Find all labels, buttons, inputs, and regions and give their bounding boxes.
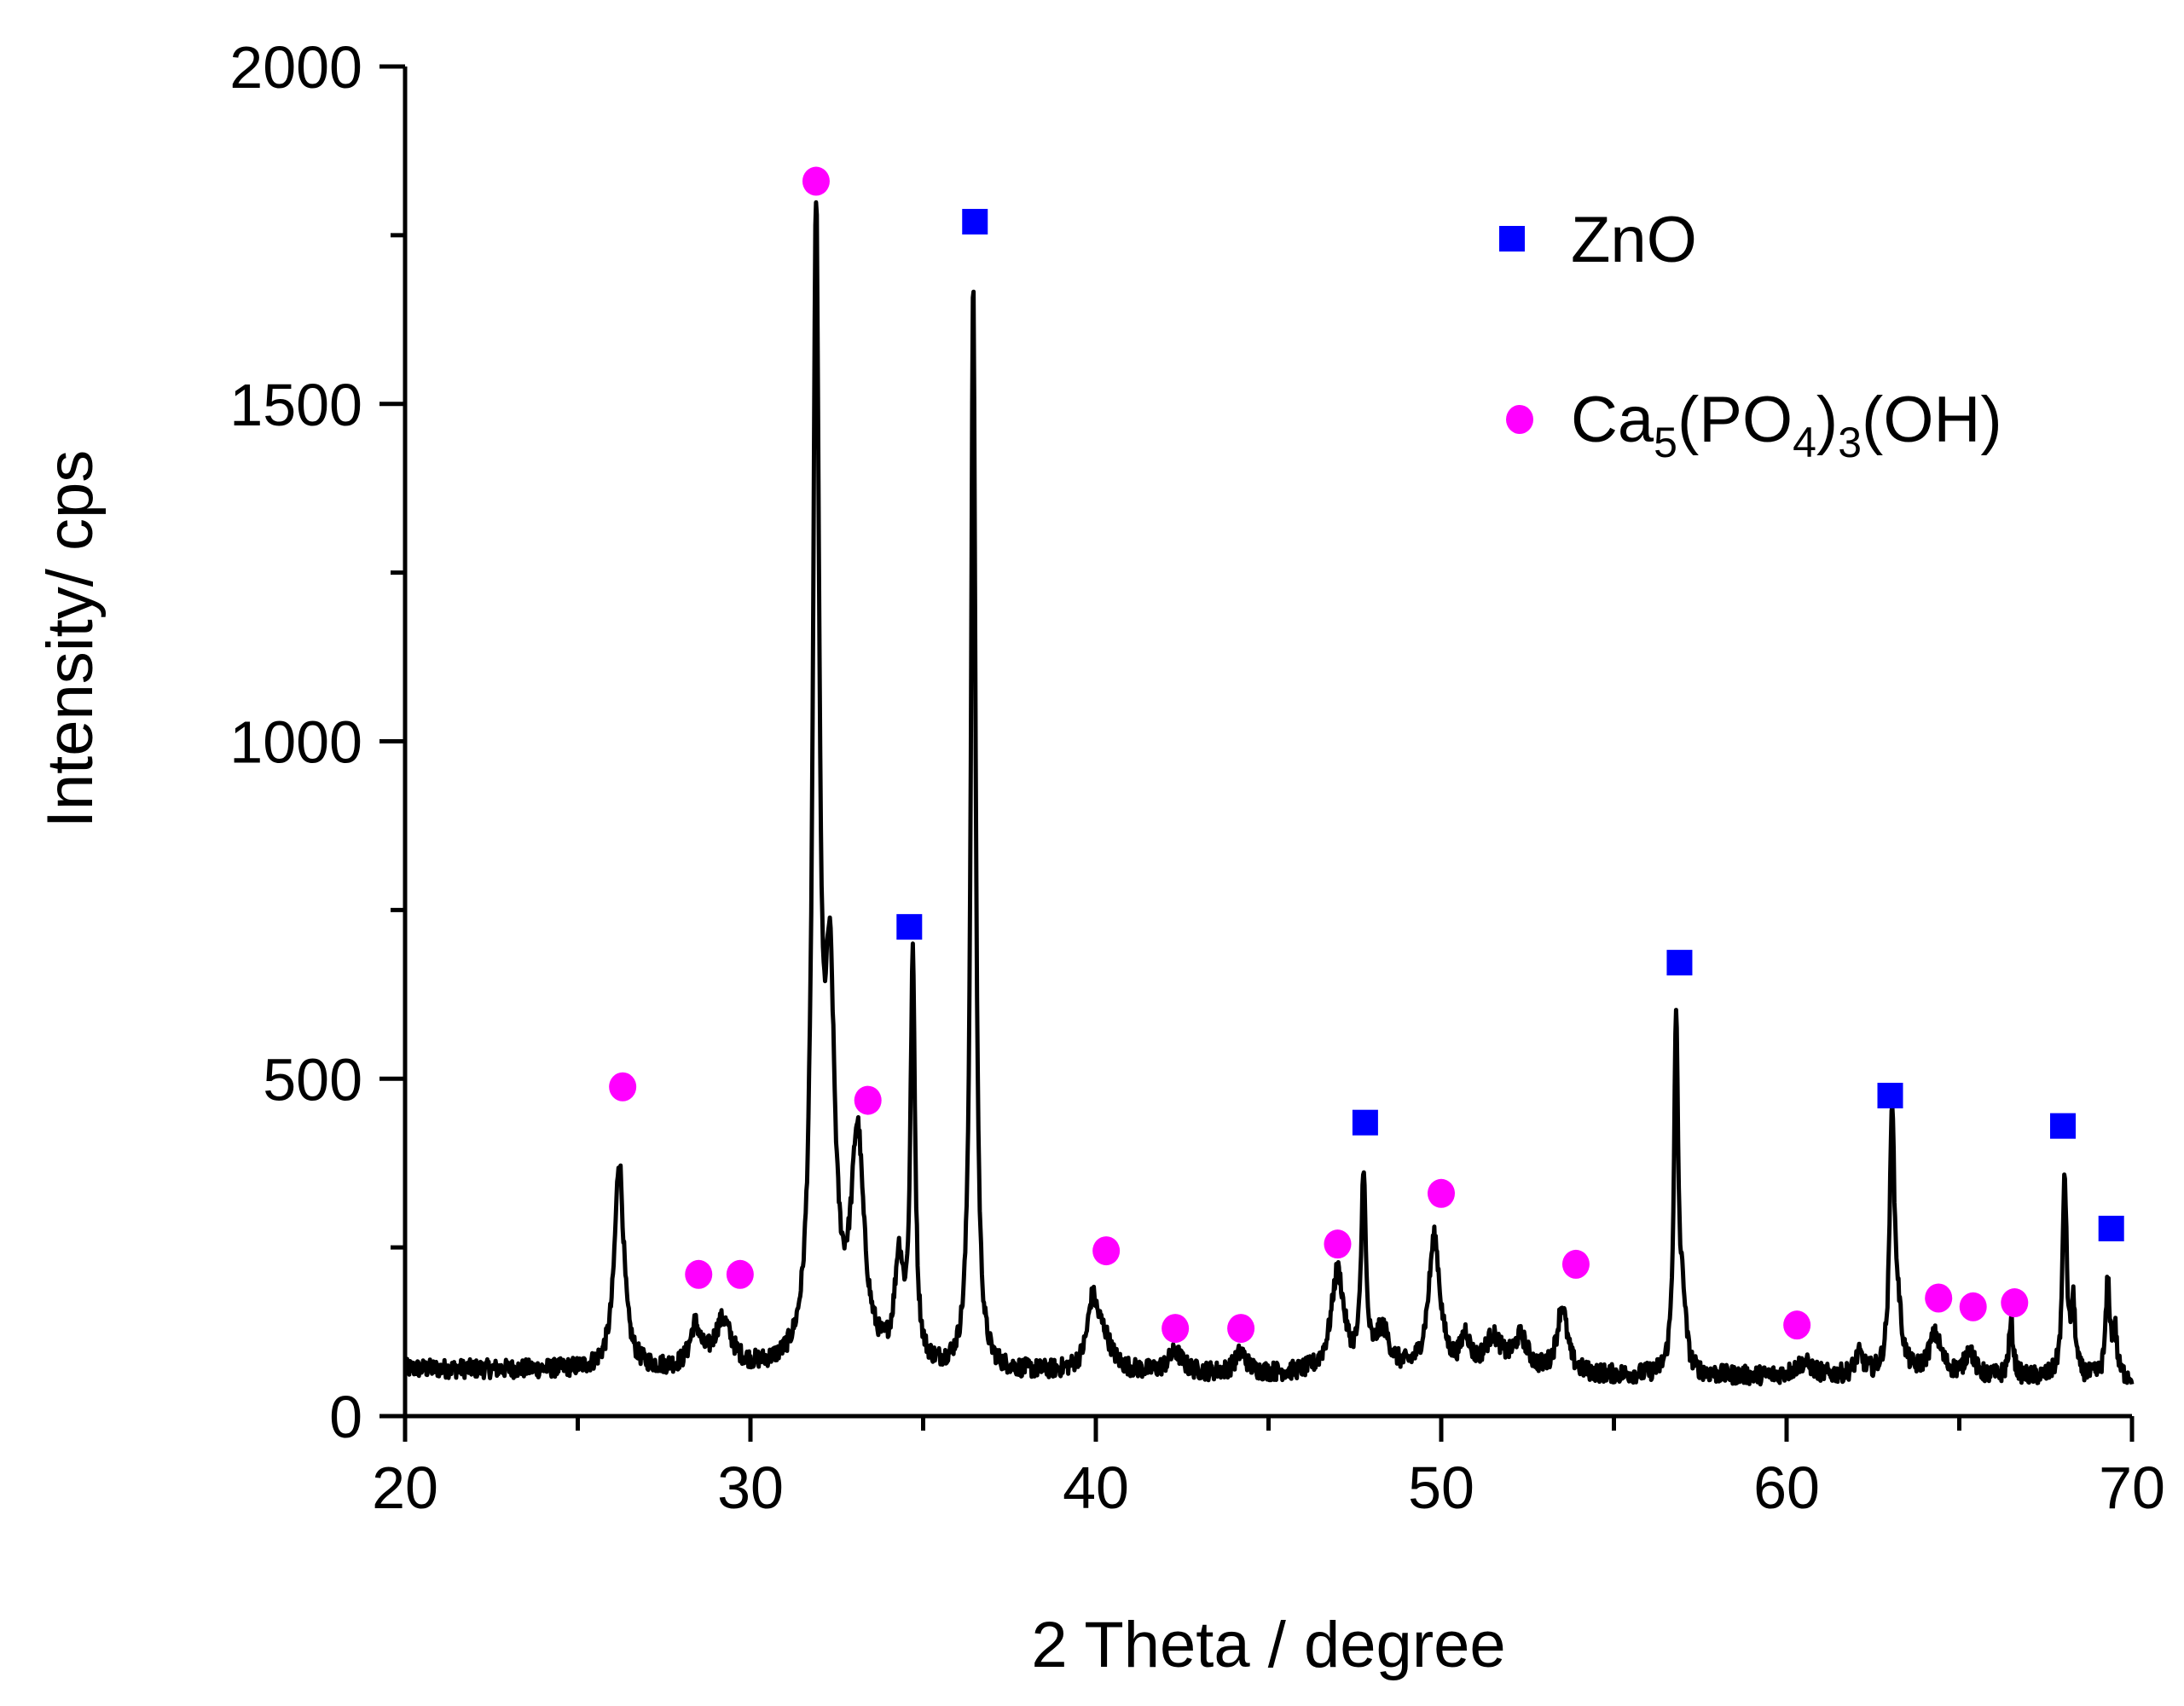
zno-marker [2098,1215,2124,1241]
hap-oh: (OH) [1862,384,2002,456]
legend-hap-marker [1506,405,1533,434]
hap-sub-5: 5 [1654,419,1677,466]
hap-sub-3: 3 [1838,419,1862,466]
hap-marker [1162,1314,1190,1344]
legend-hap-label: Ca5(PO4)3(OH) [1571,384,2002,466]
zno-marker [962,209,988,235]
hap-marker [1783,1310,1811,1340]
hap-marker [1959,1292,1987,1321]
phase-markers [609,166,2124,1344]
plot-area [403,166,2135,1387]
zno-marker [2050,1113,2076,1139]
hap-po: (PO [1677,384,1793,456]
hap-marker [1925,1283,1953,1313]
x-tick-label: 20 [372,1454,438,1521]
y-tick-label: 500 [263,1046,362,1113]
hap-paren: ) [1816,384,1838,456]
x-axis-title: 2 Theta / degree [1031,1609,1505,1681]
hap-ca: Ca [1571,384,1654,456]
hap-marker [1092,1236,1121,1266]
legend-zno-label: ZnO [1571,204,1697,276]
hap-marker [1428,1178,1455,1208]
y-axis-title: Intensity/ cps [34,450,107,829]
legend: ZnO Ca5(PO4)3(OH) [1499,204,2002,466]
zno-marker [1352,1109,1378,1136]
hap-marker [1227,1314,1255,1344]
x-tick-label: 70 [2099,1454,2165,1521]
y-tick-label: 1000 [229,709,362,776]
zno-marker [896,914,923,940]
x-tick-label: 50 [1408,1454,1474,1521]
y-axis-ticks: 0 500 1000 1500 2000 [229,34,405,1450]
x-tick-label: 40 [1063,1454,1129,1521]
x-tick-label: 30 [717,1454,784,1521]
hap-marker [854,1085,882,1115]
x-axis-ticks: 20 30 40 50 60 70 [372,1416,2165,1521]
y-tick-label: 2000 [229,34,362,101]
hap-marker [1324,1229,1352,1259]
hap-marker [1561,1249,1590,1279]
y-tick-label: 1500 [229,372,362,438]
xrd-pattern-line [403,200,2135,1387]
hap-marker [2001,1288,2029,1318]
x-tick-label: 60 [1753,1454,1820,1521]
axes: 20 30 40 50 60 70 0 500 1000 1500 2000 [229,34,2165,1521]
hap-marker [685,1259,713,1289]
hap-marker [726,1259,754,1289]
zno-marker [1877,1083,1903,1109]
y-tick-label: 0 [329,1384,362,1450]
hap-marker [802,166,830,196]
hap-sub-4: 4 [1793,419,1816,466]
hap-marker [609,1072,637,1102]
legend-zno-marker [1499,226,1525,252]
zno-marker [1666,950,1693,976]
